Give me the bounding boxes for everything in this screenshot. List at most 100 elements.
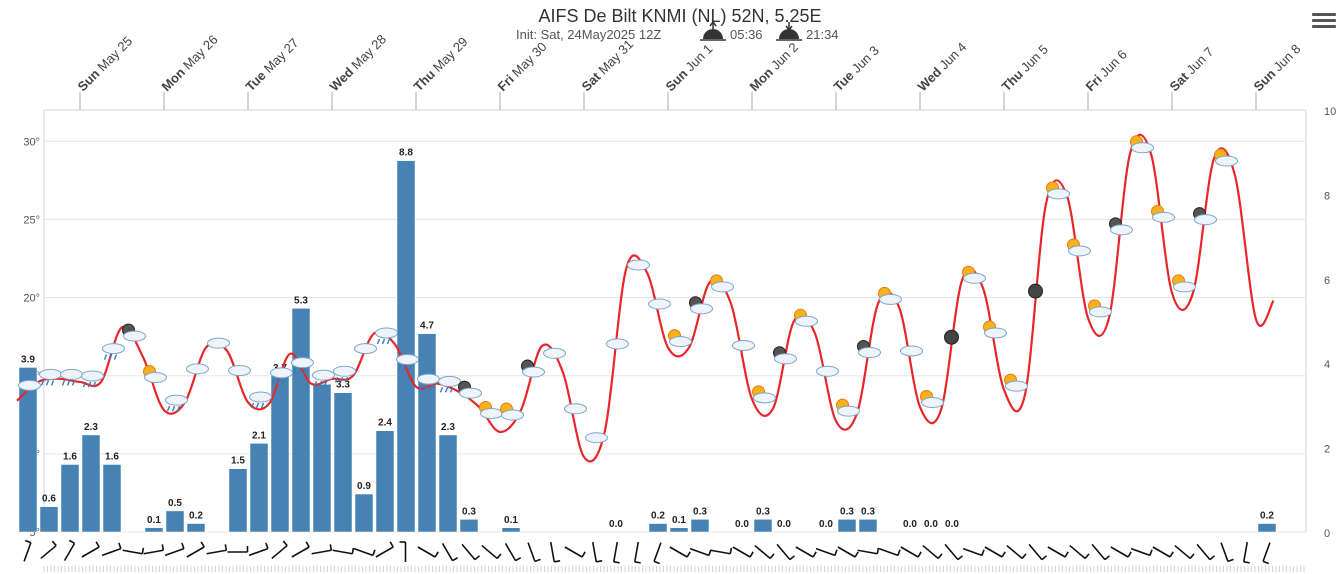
sun-cloud-icon — [1046, 181, 1070, 200]
wind-barb-icon — [1152, 546, 1174, 558]
wind-barb-icon — [795, 546, 817, 558]
day-label: Thu Jun 5 — [999, 42, 1052, 95]
temperature-tick-label: 20° — [23, 293, 40, 305]
wind-barb-icon — [441, 542, 459, 562]
wind-barb-icon — [944, 543, 964, 561]
moon-cloud-icon — [689, 296, 713, 315]
rain-icon — [396, 354, 419, 371]
wind-barb-icon — [81, 541, 100, 558]
day-label: Mon May 26 — [159, 32, 221, 94]
precipitation-bar — [396, 160, 416, 533]
wind-barb-icon — [1174, 544, 1195, 560]
wind-barb-icon — [248, 542, 269, 557]
rain-icon — [270, 367, 293, 385]
wind-barb-icon — [399, 541, 407, 562]
wind-barb-icon — [878, 547, 901, 557]
sun-cloud-icon — [479, 400, 503, 419]
day-label: Sat Jun 7 — [1167, 44, 1217, 94]
sun-cloud-icon — [668, 329, 692, 348]
hamburger-menu-icon[interactable] — [1312, 10, 1336, 32]
cloud-icon — [354, 343, 377, 355]
moon-cloud-icon — [1193, 207, 1217, 226]
wind-barb-icon — [857, 547, 880, 555]
wind-barb-icon — [291, 541, 310, 558]
sun-cloud-icon — [143, 365, 167, 384]
precipitation-label: 0.0 — [819, 519, 833, 530]
day-label: Wed May 28 — [327, 32, 390, 95]
wind-barb-icon — [984, 546, 1006, 558]
wind-barb-icon — [1006, 544, 1027, 560]
rain-icon — [333, 365, 356, 383]
menu-bar — [1312, 25, 1336, 28]
wind-barb-icon — [1242, 542, 1250, 564]
precipitation-label: 0.3 — [693, 506, 707, 517]
wind-barb-icon — [591, 542, 603, 563]
rain-icon — [60, 368, 83, 386]
precipitation-bar — [501, 527, 521, 533]
precipitation-label: 1.5 — [231, 456, 245, 467]
wind-barb-icon — [1028, 543, 1048, 561]
chart-title: AIFS De Bilt KNMI (NL) 52N, 5.25E — [538, 6, 821, 26]
wind-barb-icon — [101, 542, 122, 557]
sun-cloud-icon — [1151, 204, 1175, 223]
wind-barb-icon — [1047, 546, 1069, 558]
day-label: Tue May 27 — [243, 35, 302, 94]
sunset-time: 21:34 — [806, 27, 839, 42]
precipitation-bar — [102, 464, 122, 533]
day-label: Fri May 30 — [495, 39, 550, 94]
sun-cloud-icon — [1088, 299, 1112, 318]
precipitation-label: 3.9 — [21, 354, 35, 365]
precipitation-bar — [438, 434, 458, 533]
sun-cloud-icon — [962, 265, 986, 284]
cloud-icon — [564, 403, 587, 415]
precipitation-label: 1.6 — [105, 451, 119, 462]
wind-barb-icon — [311, 544, 333, 555]
precipitation-label: 0.3 — [861, 506, 875, 517]
wind-barb-icon — [461, 543, 481, 561]
moon-cloud-icon — [857, 340, 881, 359]
rain-icon — [165, 394, 188, 412]
rain-icon — [312, 369, 335, 387]
wind-barb-icon — [1130, 547, 1153, 557]
day-label: Thu May 29 — [411, 34, 471, 94]
precipitation-tick-label: 10 — [1324, 106, 1336, 118]
precipitation-bar — [39, 506, 59, 533]
cloud-icon — [585, 432, 608, 444]
wind-barb-icon — [1220, 542, 1234, 563]
cloud-icon — [627, 259, 650, 271]
precipitation-bar — [648, 523, 668, 533]
precipitation-label: 0.3 — [756, 506, 770, 517]
precipitation-label: 0.0 — [945, 519, 959, 530]
precipitation-bar — [858, 519, 878, 533]
wind-barb-icon — [564, 546, 586, 558]
wind-barb-icon — [1069, 544, 1090, 560]
precipitation-bar — [228, 468, 248, 533]
wind-barb-icon — [353, 547, 376, 557]
moon-cloud-icon — [458, 380, 482, 399]
precipitation-tick-label: 6 — [1324, 275, 1330, 287]
wind-barb-icon — [754, 544, 775, 560]
day-label: Sun Jun 8 — [1251, 41, 1304, 94]
moon-cloud-icon — [122, 323, 146, 342]
wind-barb-icon — [669, 546, 691, 558]
day-label: Mon Jun 2 — [747, 40, 802, 95]
rain-icon — [249, 391, 272, 409]
moon-icon — [1028, 283, 1043, 299]
rain-icon — [39, 368, 62, 386]
rain-icon — [81, 370, 104, 388]
precipitation-label: 0.1 — [504, 515, 518, 526]
wind-barb-icon — [122, 547, 145, 555]
temperature-series — [16, 133, 1275, 463]
precipitation-label: 0.0 — [609, 519, 623, 530]
precipitation-label: 2.3 — [441, 422, 455, 433]
temperature-tick-label: 25° — [23, 214, 40, 226]
sun-cloud-icon — [1130, 135, 1154, 154]
day-label: Fri Jun 6 — [1083, 47, 1130, 94]
precipitation-bar — [669, 527, 689, 533]
precipitation-axis: 0 2 4 6 8 10 — [1324, 106, 1336, 540]
wind-barb-icon — [837, 546, 859, 558]
cloud-icon — [606, 338, 629, 350]
wind-barb-icon — [1262, 542, 1271, 565]
precipitation-label: 0.9 — [357, 481, 371, 492]
precipitation-bar — [753, 519, 773, 533]
